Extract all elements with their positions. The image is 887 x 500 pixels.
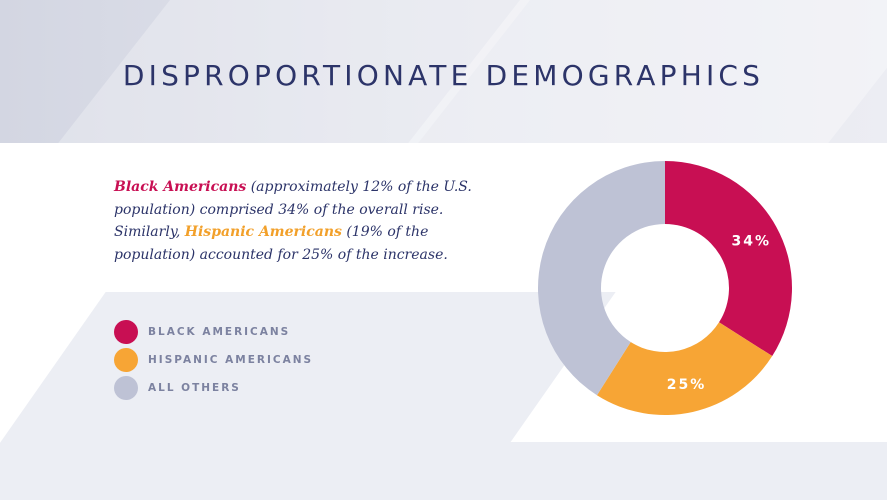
legend-swatch	[114, 320, 138, 344]
black-americans-highlight: Black Americans	[114, 179, 247, 195]
legend-item-hispanic-americans: HISPANIC AMERICANS	[114, 346, 313, 374]
data-label-black-americans: 34%	[732, 234, 772, 250]
slice-all-others	[538, 161, 665, 396]
page-title: DISPROPORTIONATE DEMOGRAPHICS	[122, 59, 765, 92]
slice-black-americans	[665, 161, 792, 357]
description-text: Black Americans (approximately 12% of th…	[114, 176, 494, 266]
legend-label: ALL OTHERS	[148, 382, 241, 394]
header-banner: DISPROPORTIONATE DEMOGRAPHICS	[0, 0, 887, 143]
legend-label: HISPANIC AMERICANS	[148, 354, 314, 366]
data-label-hispanic-americans: 25%	[667, 377, 707, 393]
legend-swatch	[114, 376, 138, 400]
chart-legend: BLACK AMERICANS HISPANIC AMERICANS ALL O…	[114, 318, 313, 402]
hispanic-americans-highlight: Hispanic Americans	[184, 224, 342, 240]
slice-hispanic-americans	[596, 322, 773, 416]
legend-item-all-others: ALL OTHERS	[114, 374, 313, 402]
description-part2: (19% of the population) accounted for 25…	[114, 224, 448, 263]
legend-swatch	[114, 348, 138, 372]
legend-label: BLACK AMERICANS	[148, 326, 291, 338]
legend-item-black-americans: BLACK AMERICANS	[114, 318, 313, 346]
description-part1: (approximately 12% of the U.S. populatio…	[114, 179, 472, 240]
